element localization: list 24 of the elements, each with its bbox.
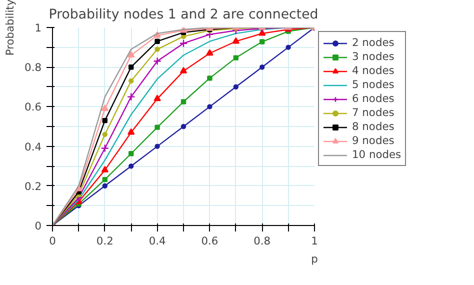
x-tick-label: 0 [49,234,56,248]
y-tick-label: 0 [34,220,42,232]
y-tick-label: 0.8 [24,61,42,74]
legend-label: 3 nodes [352,50,394,63]
x-tick-label: 0.6 [201,234,218,248]
y-tick-label: 0.2 [24,180,42,193]
legend-label: 6 nodes [352,92,394,105]
legend-label: 7 nodes [352,106,394,119]
legend-label: 10 nodes [352,148,402,161]
x-tick-label: 0.4 [148,234,166,248]
x-axis-title: p [311,252,318,266]
y-tick-label: 0.4 [24,140,42,154]
y-axis-title: Probability [4,0,17,56]
x-tick-label: 1 [311,234,318,248]
y-tick-label: 1 [34,22,42,34]
x-tick-label: 0.2 [96,234,114,248]
x-tick-label: 0.8 [254,234,271,248]
chart-title: Probability nodes 1 and 2 are connected [48,8,318,22]
legend-label: 9 nodes [352,134,394,147]
legend-label: 2 nodes [352,36,394,49]
legend-label: 5 nodes [352,78,394,91]
y-tick-label: 0.6 [24,100,42,114]
legend-label: 8 nodes [352,120,394,133]
legend-label: 4 nodes [352,64,394,77]
